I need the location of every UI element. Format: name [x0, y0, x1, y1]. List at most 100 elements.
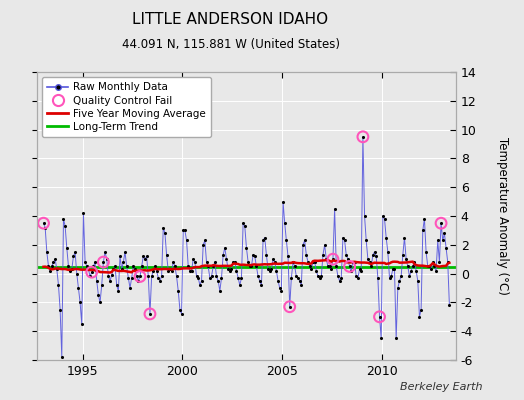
Point	[359, 134, 367, 140]
Point	[392, 335, 400, 342]
Point	[385, 275, 394, 281]
Point	[52, 266, 61, 272]
Point	[250, 253, 259, 260]
Point	[352, 273, 361, 280]
Point	[351, 259, 359, 265]
Point	[300, 237, 309, 244]
Point	[290, 263, 299, 270]
Point	[260, 234, 269, 241]
Point	[177, 311, 185, 317]
Point	[202, 259, 211, 265]
Point	[61, 223, 69, 229]
Point	[222, 256, 231, 262]
Point	[335, 278, 344, 284]
Point	[387, 273, 395, 280]
Point	[274, 278, 282, 284]
Point	[189, 256, 198, 262]
Point	[314, 273, 322, 280]
Point	[42, 249, 51, 255]
Point	[62, 244, 71, 251]
Point	[66, 268, 74, 274]
Point	[443, 259, 452, 265]
Point	[355, 266, 364, 272]
Point	[68, 266, 76, 272]
Point	[195, 282, 204, 288]
Point	[111, 263, 119, 270]
Point	[161, 230, 169, 236]
Point	[164, 268, 172, 274]
Point	[361, 213, 369, 219]
Point	[329, 256, 337, 262]
Point	[407, 268, 416, 274]
Point	[429, 259, 437, 265]
Point	[99, 259, 107, 265]
Point	[224, 266, 232, 272]
Point	[119, 259, 127, 265]
Point	[266, 268, 274, 274]
Point	[415, 314, 423, 320]
Point	[126, 285, 134, 291]
Point	[171, 263, 179, 270]
Point	[86, 273, 94, 280]
Point	[172, 273, 181, 280]
Point	[69, 253, 78, 260]
Point	[359, 134, 367, 140]
Point	[269, 256, 277, 262]
Point	[305, 263, 314, 270]
Point	[48, 263, 56, 270]
Point	[129, 263, 137, 270]
Point	[317, 273, 325, 280]
Point	[107, 272, 116, 278]
Point	[357, 268, 365, 274]
Point	[176, 306, 184, 313]
Point	[133, 273, 141, 280]
Point	[324, 263, 332, 270]
Point	[432, 268, 440, 274]
Point	[341, 237, 349, 244]
Point	[205, 275, 214, 281]
Point	[394, 285, 402, 291]
Text: Berkeley Earth: Berkeley Earth	[400, 382, 482, 392]
Point	[286, 304, 294, 310]
Text: LITTLE ANDERSON IDAHO: LITTLE ANDERSON IDAHO	[133, 12, 329, 27]
Point	[345, 263, 354, 270]
Point	[217, 275, 226, 281]
Point	[322, 256, 331, 262]
Point	[74, 285, 83, 291]
Point	[101, 249, 109, 255]
Point	[83, 263, 91, 270]
Point	[272, 268, 280, 274]
Point	[72, 270, 81, 277]
Point	[422, 249, 430, 255]
Point	[410, 259, 419, 265]
Point	[445, 302, 454, 308]
Point	[364, 256, 372, 262]
Point	[159, 224, 168, 231]
Point	[89, 263, 97, 270]
Point	[344, 256, 352, 262]
Point	[179, 227, 188, 234]
Point	[227, 266, 236, 272]
Point	[144, 273, 152, 280]
Point	[433, 237, 442, 244]
Point	[309, 259, 317, 265]
Point	[321, 242, 329, 248]
Point	[121, 249, 129, 255]
Point	[84, 266, 93, 272]
Point	[226, 268, 234, 274]
Point	[399, 252, 407, 258]
Point	[49, 259, 58, 265]
Point	[307, 266, 315, 272]
Point	[252, 263, 260, 270]
Point	[247, 263, 256, 270]
Point	[96, 299, 104, 306]
Point	[45, 263, 53, 270]
Point	[397, 273, 406, 280]
Point	[234, 275, 242, 281]
Y-axis label: Temperature Anomaly (°C): Temperature Anomaly (°C)	[496, 137, 509, 295]
Point	[154, 275, 162, 281]
Point	[384, 249, 392, 255]
Point	[412, 268, 420, 274]
Point	[365, 259, 374, 265]
Point	[270, 259, 279, 265]
